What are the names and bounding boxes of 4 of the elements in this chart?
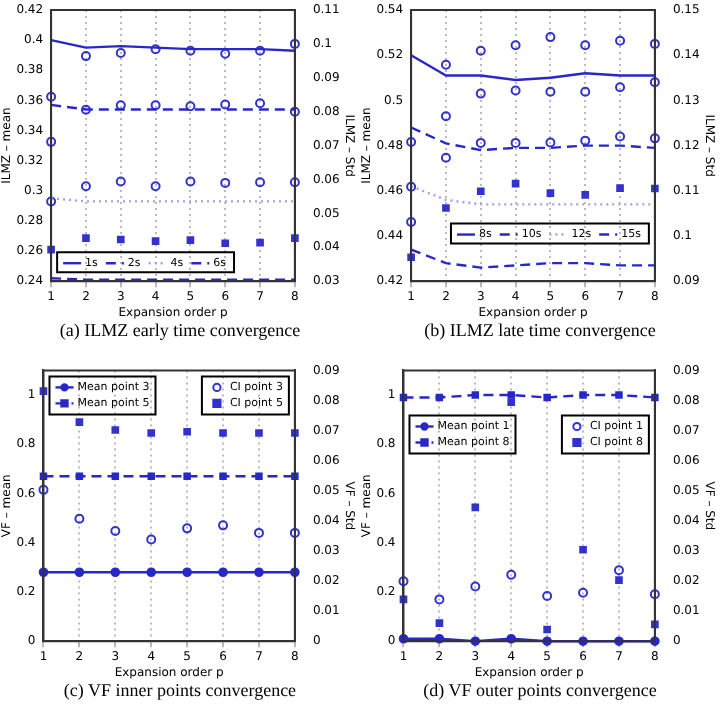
text: (c) VF inner points convergence	[61, 680, 299, 700]
text: (a) ILMZ early time convergence	[57, 320, 303, 340]
text: (d) VF outer points convergence	[421, 680, 659, 700]
text: (b) ILMZ late time convergence	[422, 320, 658, 340]
